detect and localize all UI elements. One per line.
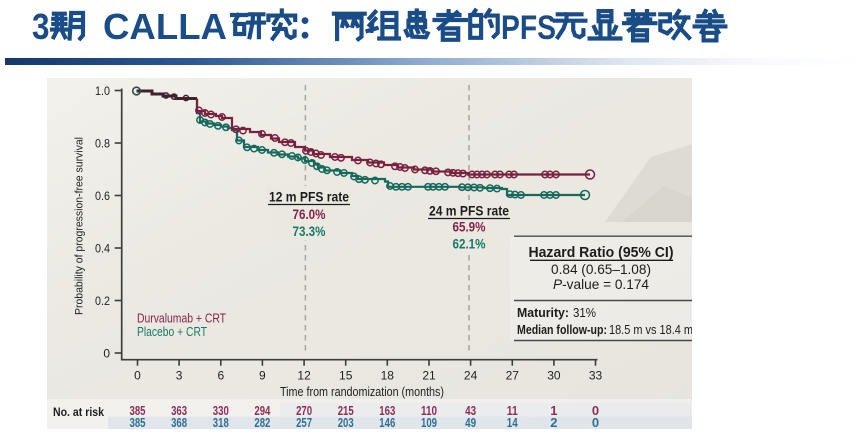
svg-text:203: 203: [338, 415, 354, 430]
svg-text:12: 12: [297, 369, 311, 383]
svg-text:PFS: PFS: [501, 9, 556, 47]
svg-text:215: 215: [338, 403, 354, 418]
svg-text:385: 385: [130, 415, 146, 430]
svg-text:330: 330: [213, 403, 229, 418]
svg-text:2: 2: [550, 415, 557, 430]
svg-text:11: 11: [507, 403, 518, 418]
svg-text:27: 27: [506, 369, 520, 383]
svg-text:110: 110: [421, 403, 437, 418]
svg-text:76.0%: 76.0%: [293, 206, 326, 222]
svg-text:Maturity:: Maturity:: [517, 306, 569, 320]
svg-text:6: 6: [217, 369, 224, 383]
svg-text:Probability of progression-fre: Probability of progression-free survival: [74, 137, 86, 315]
svg-text:31%: 31%: [573, 306, 596, 320]
svg-text:282: 282: [254, 415, 270, 430]
svg-text:270: 270: [296, 403, 312, 418]
svg-text:24: 24: [464, 369, 478, 383]
svg-text:109: 109: [421, 415, 437, 430]
svg-text:0.84 (0.65–1.08): 0.84 (0.65–1.08): [551, 261, 651, 277]
svg-text:12 m PFS rate: 12 m PFS rate: [269, 189, 349, 205]
svg-text:163: 163: [379, 403, 395, 418]
svg-text:294: 294: [254, 403, 271, 418]
svg-text:30: 30: [547, 369, 561, 383]
svg-text:3: 3: [176, 369, 183, 383]
svg-text:0.8: 0.8: [95, 136, 110, 150]
svg-text:9: 9: [259, 369, 266, 383]
svg-text:0: 0: [134, 369, 141, 383]
svg-text:33: 33: [589, 369, 603, 383]
svg-text:0: 0: [103, 346, 110, 360]
svg-text:18: 18: [381, 369, 395, 383]
svg-text:14: 14: [507, 415, 519, 430]
svg-text:Time from randomization (month: Time from randomization (months): [280, 384, 444, 399]
svg-text:0: 0: [592, 403, 599, 418]
svg-text:49: 49: [465, 415, 476, 430]
svg-text:No. at risk: No. at risk: [53, 405, 104, 419]
svg-text:43: 43: [465, 403, 476, 418]
svg-text:Median follow-up:: Median follow-up:: [517, 323, 607, 337]
svg-text:368: 368: [171, 415, 187, 430]
svg-text:0.6: 0.6: [95, 189, 110, 203]
svg-text:15: 15: [339, 369, 353, 383]
svg-text:24 m PFS rate: 24 m PFS rate: [429, 203, 509, 219]
svg-text:73.3%: 73.3%: [293, 223, 326, 239]
svg-text:0: 0: [592, 415, 599, 430]
svg-text:363: 363: [171, 403, 187, 418]
svg-text:385: 385: [130, 403, 146, 418]
svg-text:1.0: 1.0: [95, 84, 110, 98]
svg-text:CALLA: CALLA: [103, 6, 227, 47]
svg-text:Durvalumab + CRT: Durvalumab + CRT: [137, 311, 226, 326]
svg-text:21: 21: [422, 369, 436, 383]
svg-text:0.4: 0.4: [95, 241, 110, 255]
svg-text:257: 257: [296, 415, 312, 430]
svg-text:0.2: 0.2: [95, 294, 110, 308]
svg-text:1: 1: [550, 403, 557, 418]
svg-text:Placebo + CRT: Placebo + CRT: [137, 324, 207, 339]
svg-text:318: 318: [213, 415, 229, 430]
svg-text:62.1%: 62.1%: [453, 236, 486, 252]
svg-text:Hazard Ratio (95% CI): Hazard Ratio (95% CI): [529, 245, 674, 261]
svg-text:3: 3: [32, 6, 50, 47]
svg-text:146: 146: [379, 415, 395, 430]
svg-text:65.9%: 65.9%: [453, 219, 486, 235]
svg-text:18.5 m vs 18.4 m: 18.5 m vs 18.4 m: [609, 323, 693, 337]
svg-text:P-value = 0.174: P-value = 0.174: [553, 276, 649, 292]
